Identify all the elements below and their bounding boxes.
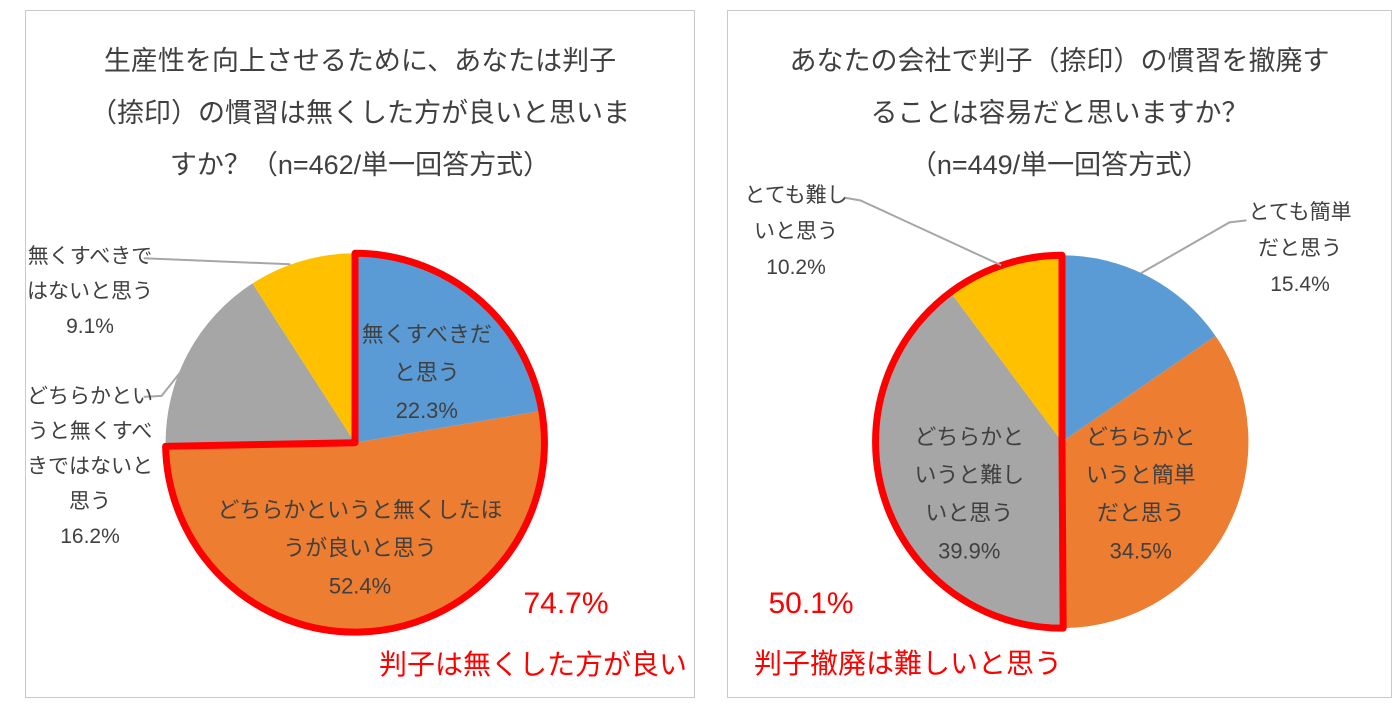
chart-panel-right: どちらかと いうと簡単 だと思う 34.5% どちらかと いうと難し いと思う 39.9% あ…: [727, 10, 1392, 698]
slice-label-inside: どちらかと: [914, 425, 1024, 450]
slice-label-inside: 34.5%: [1110, 538, 1172, 563]
label-line: だと思う: [1258, 237, 1342, 260]
label-line: とても難し: [744, 184, 848, 207]
pie-slice: [165, 410, 545, 633]
title-line: あなたの会社で判子（捺印）の慣習を撤廃す: [789, 46, 1330, 76]
slice-label-outside-yellow: とても難し いと思う 10.2%: [736, 178, 856, 286]
highlight-caption: 判子は無くした方が良い: [378, 649, 687, 680]
title-line: （捺印）の慣習は無くした方が良いと思いま: [90, 98, 630, 128]
slice-label-inside: だと思う: [1097, 500, 1185, 525]
slice-label-inside: どちらかというと無くしたほ: [218, 498, 503, 523]
label-line: 無くすべきで: [27, 245, 153, 268]
leader-line: [143, 366, 186, 398]
pie-slice: [355, 253, 542, 443]
label-line: うと無くすべ: [27, 420, 153, 443]
label-line: 9.1%: [66, 315, 114, 338]
chart-title-left: 生産性を向上させるために、あなたは判子 （捺印）の慣習は無くした方が良いと思いま…: [26, 35, 694, 191]
slice-label-outside-blue: とても簡単 だと思う 15.4%: [1245, 195, 1355, 303]
title-line: （n=449/単一回答方式）: [909, 150, 1210, 180]
pie-slice: [165, 283, 356, 447]
pie-slice: [1061, 335, 1249, 629]
pie-slice: [950, 255, 1062, 442]
slice-label-inside: 39.9%: [938, 538, 1000, 563]
label-line: きではないと: [27, 455, 153, 478]
label-line: 16.2%: [60, 525, 120, 548]
slice-label-inside: うが良いと思う: [283, 535, 436, 560]
highlight-percentage: 74.7%: [523, 587, 609, 620]
slice-label-inside: いうと難し: [914, 463, 1024, 488]
highlight-outline: [162, 249, 548, 636]
label-line: 思う: [69, 490, 111, 513]
slice-label-inside: と思う: [394, 360, 460, 385]
slice-label-inside: 無くすべきだ: [362, 322, 492, 347]
label-line: いと思う: [754, 220, 838, 243]
pie-slice: [1061, 255, 1216, 442]
pie-slice: [875, 292, 1064, 629]
slice-label-inside: どちらかと: [1086, 425, 1196, 450]
slice-label-outside-yellow: 無くすべきで はないと思う 9.1%: [26, 239, 154, 344]
highlight-percentage: 50.1%: [768, 587, 854, 620]
label-line: とても簡単: [1248, 201, 1352, 224]
leader-line: [843, 196, 1002, 267]
title-line: すか？（n=462/単一回答方式）: [169, 150, 551, 180]
slice-label-inside: いうと簡単: [1086, 463, 1196, 488]
slice-label-inside: いと思う: [925, 500, 1013, 525]
chart-title-right: あなたの会社で判子（捺印）の慣習を撤廃す ることは容易だと思いますか？ （n=4…: [728, 35, 1391, 191]
chart-panel-left: 無くすべきだ と思う 22.3% どちらかというと無くしたほ うが良いと思う 52.4% …: [25, 10, 695, 698]
highlight-outline: [872, 251, 1067, 632]
slice-label-outside-gray: どちらかとい うと無くすべ きではないと 思う 16.2%: [26, 379, 154, 554]
title-line: 生産性を向上させるために、あなたは判子: [103, 46, 617, 76]
slice-label-inside: 52.4%: [329, 573, 391, 598]
label-line: 15.4%: [1270, 273, 1330, 296]
leader-line: [143, 257, 291, 266]
label-line: 10.2%: [766, 256, 826, 279]
leader-line: [1140, 219, 1247, 275]
slice-label-inside: 22.3%: [396, 398, 458, 423]
pie-slice: [252, 253, 356, 443]
label-line: どちらかとい: [27, 385, 153, 408]
title-line: ることは容易だと思いますか？: [870, 98, 1249, 128]
label-line: はないと思う: [27, 280, 153, 303]
highlight-caption: 判子撤廃は難しいと思う: [753, 648, 1062, 679]
